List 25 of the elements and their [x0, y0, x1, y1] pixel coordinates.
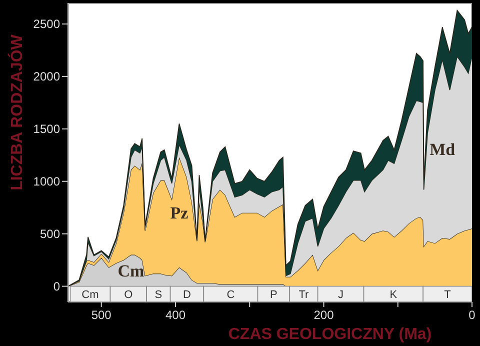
x-axis-title: CZAS GEOLOGICZNY (Ma) — [228, 326, 432, 343]
y-tick-label: 1500 — [33, 122, 60, 136]
band-label: J — [338, 289, 344, 302]
series-label: Md — [430, 140, 456, 159]
band-label: S — [154, 289, 162, 302]
series-label: Cm — [118, 262, 144, 281]
x-tick-label: 200 — [314, 308, 334, 322]
y-tick-label: 0 — [53, 280, 60, 294]
y-tick-label: 2500 — [33, 17, 60, 32]
band-label: O — [124, 289, 134, 302]
series-label: Pz — [170, 203, 189, 222]
x-tick-label: 500 — [91, 308, 112, 322]
band-label: Cm — [82, 289, 99, 302]
x-tick-label: 400 — [165, 308, 186, 322]
y-tick-label: 500 — [40, 227, 60, 242]
band-label: T — [444, 289, 452, 302]
band-label: Tr — [298, 289, 310, 302]
y-tick-label: 2000 — [33, 70, 60, 84]
y-tick-label: 1000 — [33, 174, 60, 189]
band-label: C — [226, 289, 235, 302]
band-label: P — [270, 289, 278, 302]
band-label: K — [390, 289, 398, 302]
x-tick-label: 0 — [468, 308, 476, 322]
y-axis-title: LICZBA RODZAJÓW — [7, 34, 26, 190]
band-label: D — [183, 289, 191, 302]
